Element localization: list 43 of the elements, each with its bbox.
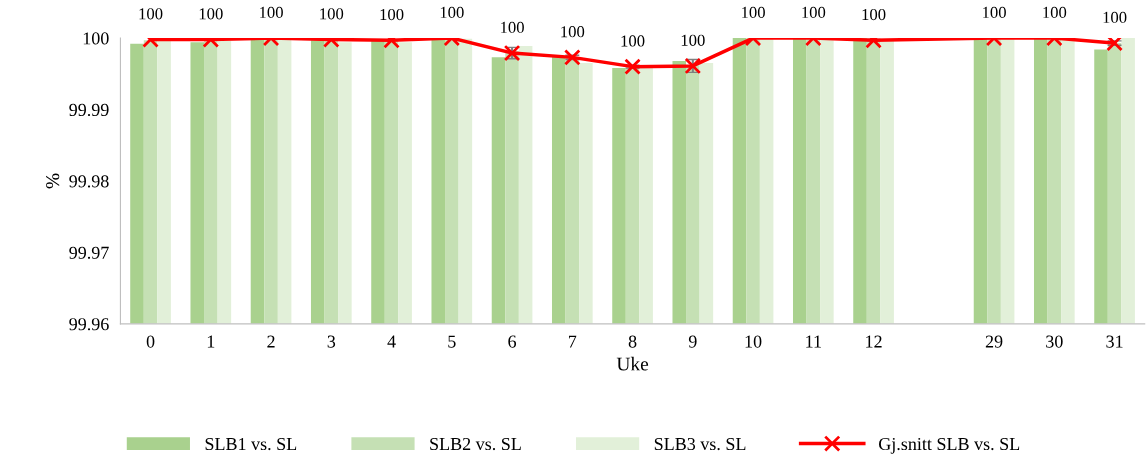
data-label: 100 bbox=[1043, 6, 1067, 19]
x-tick-label: 3 bbox=[327, 335, 336, 348]
data-label: 100 bbox=[561, 26, 585, 38]
x-tick-label: 5 bbox=[448, 335, 456, 348]
x-tick-label: 29 bbox=[985, 335, 1003, 348]
y-tick-label: 99.97 bbox=[69, 246, 109, 259]
x-tick-label: 8 bbox=[628, 335, 637, 348]
data-label: 100 bbox=[802, 6, 826, 19]
x-tick-label: 11 bbox=[806, 335, 821, 348]
y-axis-title: % bbox=[46, 173, 60, 189]
data-label: 100 bbox=[380, 8, 404, 21]
x-tick-label: 4 bbox=[387, 335, 396, 348]
x-tick-label: 0 bbox=[146, 335, 155, 348]
x-axis-title: Uke bbox=[616, 356, 649, 371]
legend-label: Gj.snitt SLB vs. SL bbox=[879, 437, 1020, 454]
data-label: 100 bbox=[621, 35, 645, 47]
data-label: 100 bbox=[983, 6, 1006, 19]
data-label: 100 bbox=[260, 6, 283, 19]
x-tick-label: 2 bbox=[267, 335, 275, 348]
data-label: 100 bbox=[742, 6, 765, 19]
y-tick-label: 99.98 bbox=[69, 175, 109, 188]
data-label: 100 bbox=[501, 21, 524, 34]
data-label: 100 bbox=[862, 8, 886, 21]
x-tick-label: 9 bbox=[688, 335, 697, 348]
legend-label: SLB3 vs. SL bbox=[654, 437, 746, 451]
data-label: 100 bbox=[440, 6, 464, 19]
x-tick-label: 30 bbox=[1046, 335, 1063, 348]
y-tick-label: 99.99 bbox=[69, 103, 109, 117]
x-tick-label: 31 bbox=[1106, 335, 1123, 348]
legend-label: SLB1 vs. SL bbox=[205, 437, 297, 451]
data-label: 100 bbox=[139, 8, 163, 20]
x-tick-label: 10 bbox=[745, 335, 762, 348]
data-label: 100 bbox=[199, 8, 223, 20]
legend-label: SLB2 vs. SL bbox=[430, 437, 521, 451]
data-label: 100 bbox=[320, 8, 344, 20]
data-label: 100 bbox=[681, 34, 705, 46]
data-label: 100 bbox=[1103, 11, 1127, 24]
y-tick-label: 100 bbox=[83, 32, 109, 45]
x-tick-label: 1 bbox=[207, 335, 215, 348]
y-tick-label: 99.96 bbox=[69, 318, 109, 331]
x-tick-label: 6 bbox=[508, 335, 517, 348]
x-tick-label: 12 bbox=[866, 335, 882, 348]
x-tick-label: 7 bbox=[569, 335, 577, 348]
